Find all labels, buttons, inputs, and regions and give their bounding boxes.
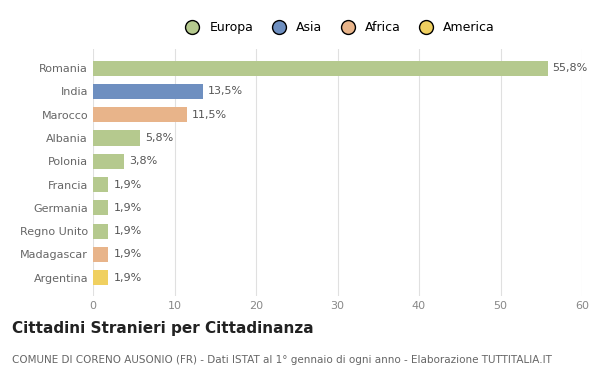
Bar	[93, 130, 140, 146]
Text: Cittadini Stranieri per Cittadinanza: Cittadini Stranieri per Cittadinanza	[12, 321, 314, 336]
Bar	[93, 84, 203, 99]
Bar	[93, 154, 124, 169]
Text: 1,9%: 1,9%	[113, 203, 142, 213]
Bar	[93, 223, 109, 239]
Bar	[93, 200, 109, 215]
Bar	[93, 247, 109, 262]
Text: 1,9%: 1,9%	[113, 179, 142, 190]
Bar	[93, 177, 109, 192]
Bar	[93, 270, 109, 285]
Text: 55,8%: 55,8%	[553, 63, 588, 73]
Text: 1,9%: 1,9%	[113, 272, 142, 283]
Bar	[93, 61, 548, 76]
Text: 1,9%: 1,9%	[113, 249, 142, 259]
Legend: Europa, Asia, Africa, America: Europa, Asia, Africa, America	[175, 16, 500, 39]
Text: COMUNE DI CORENO AUSONIO (FR) - Dati ISTAT al 1° gennaio di ogni anno - Elaboraz: COMUNE DI CORENO AUSONIO (FR) - Dati IST…	[12, 355, 552, 365]
Text: 1,9%: 1,9%	[113, 226, 142, 236]
Text: 5,8%: 5,8%	[145, 133, 173, 143]
Text: 13,5%: 13,5%	[208, 87, 243, 97]
Text: 3,8%: 3,8%	[129, 156, 157, 166]
Bar	[93, 107, 187, 122]
Text: 11,5%: 11,5%	[191, 110, 227, 120]
